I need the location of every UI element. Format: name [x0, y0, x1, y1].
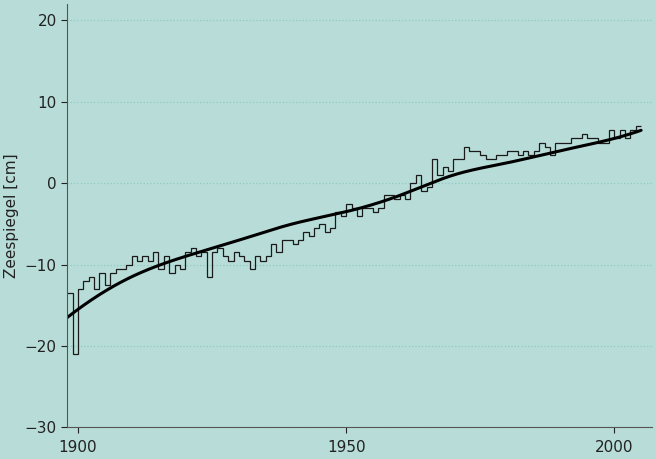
Y-axis label: Zeespiegel [cm]: Zeespiegel [cm] — [4, 153, 19, 278]
